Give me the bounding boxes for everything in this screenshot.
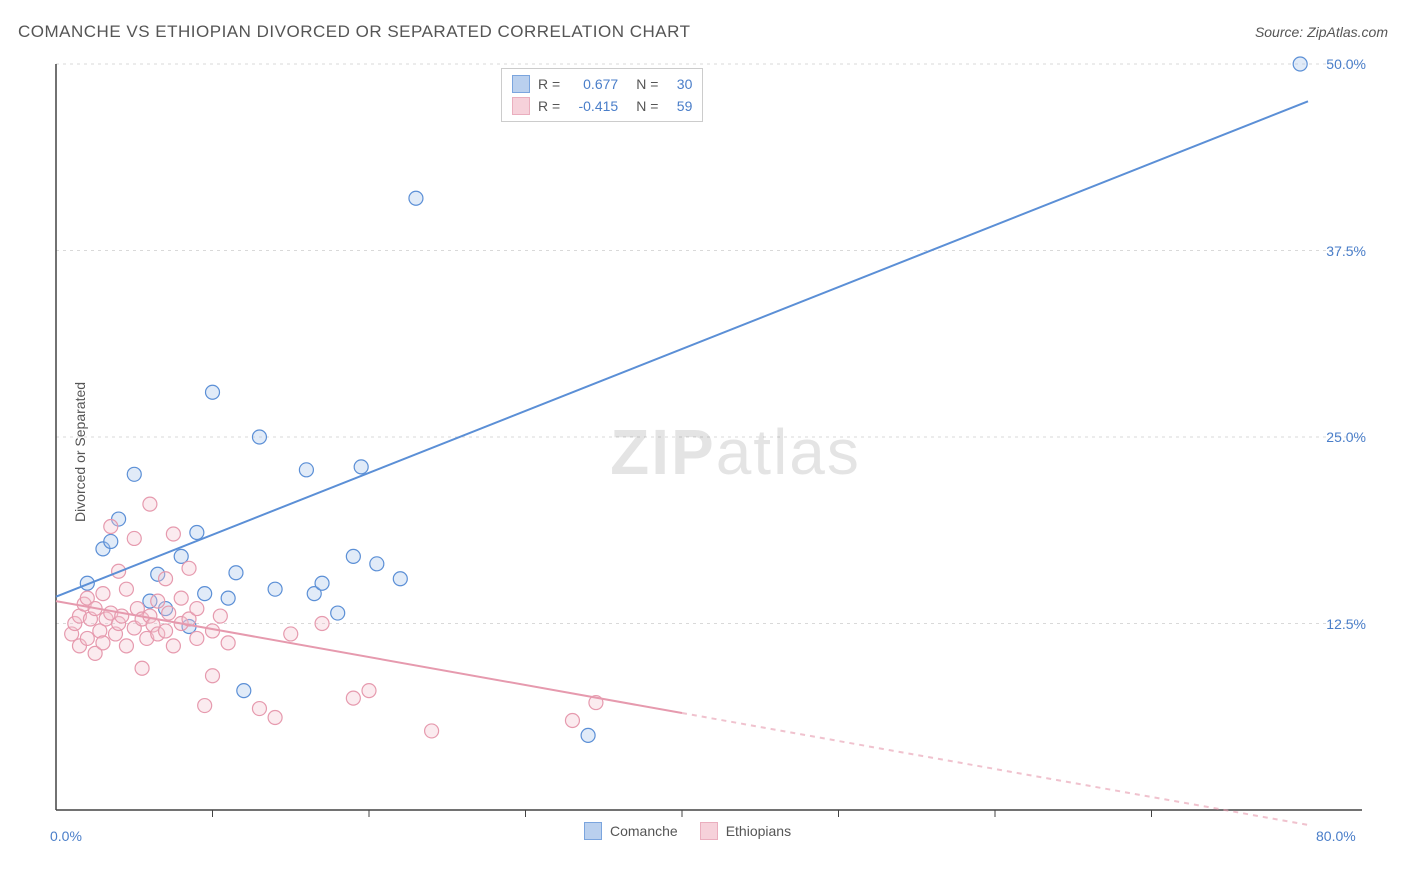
series-legend-label: Comanche [610,823,678,839]
series-legend-item: Comanche [584,822,678,840]
legend-r-label: R = [538,98,560,114]
legend-n-value: 59 [666,98,692,114]
series-points [80,57,1307,742]
legend-row: R = -0.415 N = 59 [512,97,692,115]
legend-n-value: 30 [666,76,692,92]
legend-swatch [512,97,530,115]
chart-container: COMANCHE VS ETHIOPIAN DIVORCED OR SEPARA… [0,0,1406,892]
y-tick-label: 37.5% [1326,243,1366,259]
legend-n-label: N = [636,98,658,114]
legend-swatch [584,822,602,840]
series-legend: Comanche Ethiopians [584,822,791,840]
legend-r-value: 0.677 [568,76,618,92]
y-tick-label: 25.0% [1326,429,1366,445]
legend-n-label: N = [636,76,658,92]
chart-source: Source: ZipAtlas.com [1255,24,1388,40]
legend-r-label: R = [538,76,560,92]
series-legend-item: Ethiopians [700,822,791,840]
x-axis-min-label: 0.0% [50,828,82,844]
series-legend-label: Ethiopians [726,823,791,839]
y-tick-label: 12.5% [1326,616,1366,632]
scatter-plot-svg [46,54,1372,850]
x-axis-max-label: 80.0% [1316,828,1356,844]
legend-swatch [700,822,718,840]
legend-swatch [512,75,530,93]
y-tick-label: 50.0% [1326,56,1366,72]
chart-title: COMANCHE VS ETHIOPIAN DIVORCED OR SEPARA… [18,22,691,42]
legend-r-value: -0.415 [568,98,618,114]
plot-area: Divorced or Separated ZIPatlas 12.5%25.0… [46,54,1372,850]
legend-row: R = 0.677 N = 30 [512,75,692,93]
correlation-legend: R = 0.677 N = 30 R = -0.415 N = 59 [501,68,703,122]
title-bar: COMANCHE VS ETHIOPIAN DIVORCED OR SEPARA… [18,18,1388,46]
